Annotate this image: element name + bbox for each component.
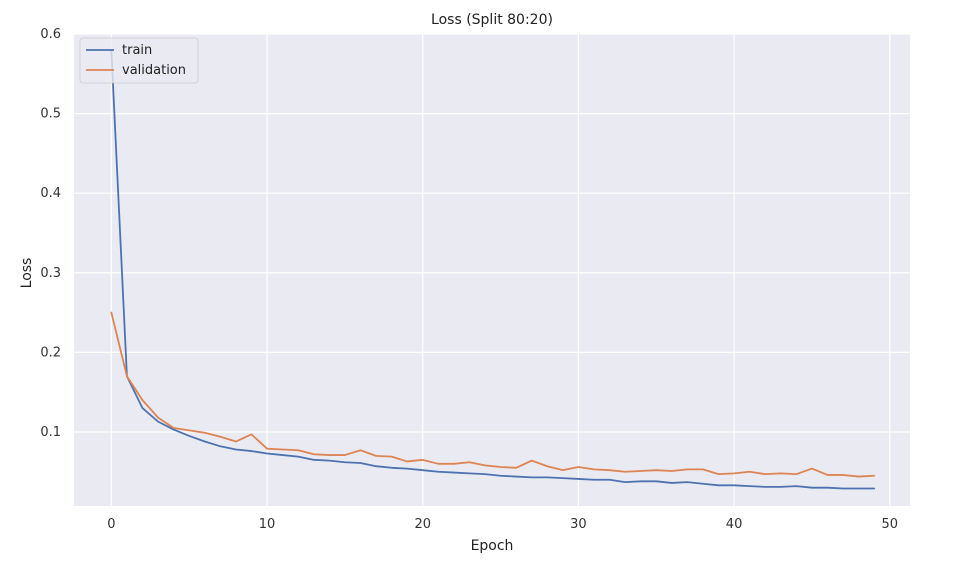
- y-tick-label: 0.1: [40, 425, 61, 440]
- y-tick-label: 0.4: [40, 186, 61, 201]
- plot-background: [74, 34, 910, 506]
- x-tick-label: 20: [414, 517, 431, 532]
- y-tick-label: 0.5: [40, 107, 61, 122]
- x-axis-label: Epoch: [471, 538, 514, 554]
- legend-label-validation: validation: [122, 63, 186, 78]
- grid-lines: [74, 33, 910, 506]
- y-tick-label: 0.3: [40, 266, 61, 281]
- series-line-validation: [110, 311, 876, 478]
- x-tick-label: 30: [570, 517, 587, 532]
- chart-title: Loss (Split 80:20): [431, 12, 553, 28]
- series-line-train: [110, 49, 876, 490]
- legend: train validation: [79, 37, 199, 84]
- x-tick-labels: 0 10 20 30 40 50: [107, 517, 898, 532]
- x-tick-label: 0: [107, 517, 115, 532]
- y-tick-labels: 0.1 0.2 0.3 0.4 0.5 0.6: [40, 27, 61, 440]
- series-layer: [110, 49, 876, 490]
- legend-label-train: train: [122, 43, 152, 58]
- x-tick-label: 50: [881, 517, 898, 532]
- x-tick-label: 10: [259, 517, 276, 532]
- y-tick-label: 0.2: [40, 345, 61, 360]
- y-tick-label: 0.6: [40, 27, 61, 42]
- y-axis-label: Loss: [19, 258, 35, 289]
- x-tick-label: 40: [726, 517, 743, 532]
